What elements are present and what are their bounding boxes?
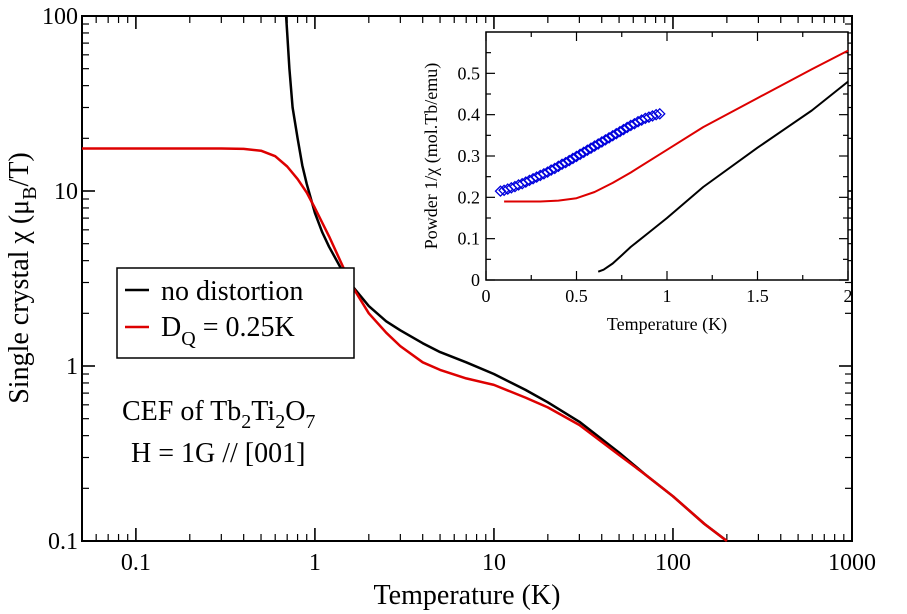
x-axis-label: Temperature (K) [374,580,561,611]
y-tick-label: 10 [54,179,78,205]
inset-x-tick-label: 0 [482,286,491,306]
legend-label-dq-tail: = 0.25K [196,312,295,343]
inset-x-tick-label: 1.5 [746,286,769,306]
inset-data-point [581,144,594,157]
x-tick-label: 1 [309,550,321,576]
inset-y-tick-label: 0.1 [458,229,481,249]
inset-data-point [617,123,630,136]
x-tick-label: 10 [482,550,506,576]
annotation-cef-b: Ti [251,396,275,427]
inset-data-point [574,148,587,161]
x-tick-label: 1000 [828,550,876,576]
inset-background [486,32,848,280]
inset-series-line-dq [504,49,849,203]
inset-y-axis-label: Powder 1/χ (mol.Tb/emu) [421,63,442,249]
x-tick-label: 100 [655,550,691,576]
inset-data-point [588,140,601,152]
y-tick-label: 0.1 [48,529,78,555]
annotation-field: H = 1G // [001] [131,438,305,469]
y-axis-label-main: Single crystal χ (μ [4,200,35,404]
legend-label-dq: DQ = 0.25K [161,312,295,350]
inset-data-point [559,156,572,169]
annotation-cef-s1: 2 [241,411,251,433]
y-axis-label-tail: /T) [4,152,35,186]
inset-data-point [610,127,623,140]
main-series [82,15,728,542]
inset-y-tick-label: 0.3 [458,146,481,166]
inset-data-point [624,119,637,132]
annotation-cef-a: CEF of Tb [122,396,241,427]
inset-data-point [650,108,663,121]
inset-x-axis-label: Temperature (K) [607,314,727,335]
legend-label-no-distortion: no distortion [161,276,303,307]
inset-data-point [552,160,565,173]
inset-data-point [566,152,579,165]
inset-y-tick-label: 0 [471,270,480,290]
legend: no distortion DQ = 0.25K [116,267,355,359]
inset-data-point [545,164,558,176]
inset-data-point [577,146,590,159]
inset-y-tick-label: 0.4 [458,105,481,125]
inset-data-point [592,138,605,150]
y-tick-label: 100 [42,4,78,30]
inset-data-point [603,131,615,144]
inset-y-tick-label: 0.2 [458,187,481,207]
legend-box [116,267,355,359]
inset-data-point [541,166,554,179]
inset-data-point [595,136,608,148]
y-axis-label-sub: B [19,186,41,199]
inset-data-point [653,107,666,120]
legend-label-dq-main: D [161,312,181,343]
inset-data-point [538,167,550,180]
legend-label-dq-sub: Q [181,328,196,350]
inset-data-point [563,154,576,167]
inset-y-tick-label: 0.5 [458,63,481,83]
y-axis-label: Single crystal χ (μB/T) [4,152,41,404]
series-line-no-distortion [284,15,728,542]
inset-data-point [614,125,626,138]
inset-x-tick-label: 1 [663,286,672,306]
inset-data-point [585,142,597,155]
annotation-cef-s3: 7 [305,411,315,433]
inset-data-point [599,133,612,146]
annotation-cef-s2: 2 [275,411,285,433]
inset-x-tick-label: 0.5 [565,286,588,306]
y-tick-label: 1 [66,354,78,380]
series-line-dq [82,147,728,542]
inset-data-point [548,162,561,175]
inset-data-point [556,158,568,171]
annotation-cef-c: O [285,396,305,427]
inset-data-point [570,150,583,163]
inset-series-line-no-distortion [597,80,849,273]
main-plot-frame [81,15,853,542]
inset-data-point [621,121,634,134]
inset-data-point [628,117,641,130]
x-tick-label: 0.1 [121,550,151,576]
inset-ticks: 0 0.5 1 1.5 2 0 0.1 0.2 0.3 0.4 0.5 [458,32,853,306]
inset-series [494,49,849,273]
inset-data-point [606,129,619,142]
annotation-cef: CEF of Tb2Ti2O7 [122,396,315,433]
inset-x-tick-label: 2 [844,286,853,306]
